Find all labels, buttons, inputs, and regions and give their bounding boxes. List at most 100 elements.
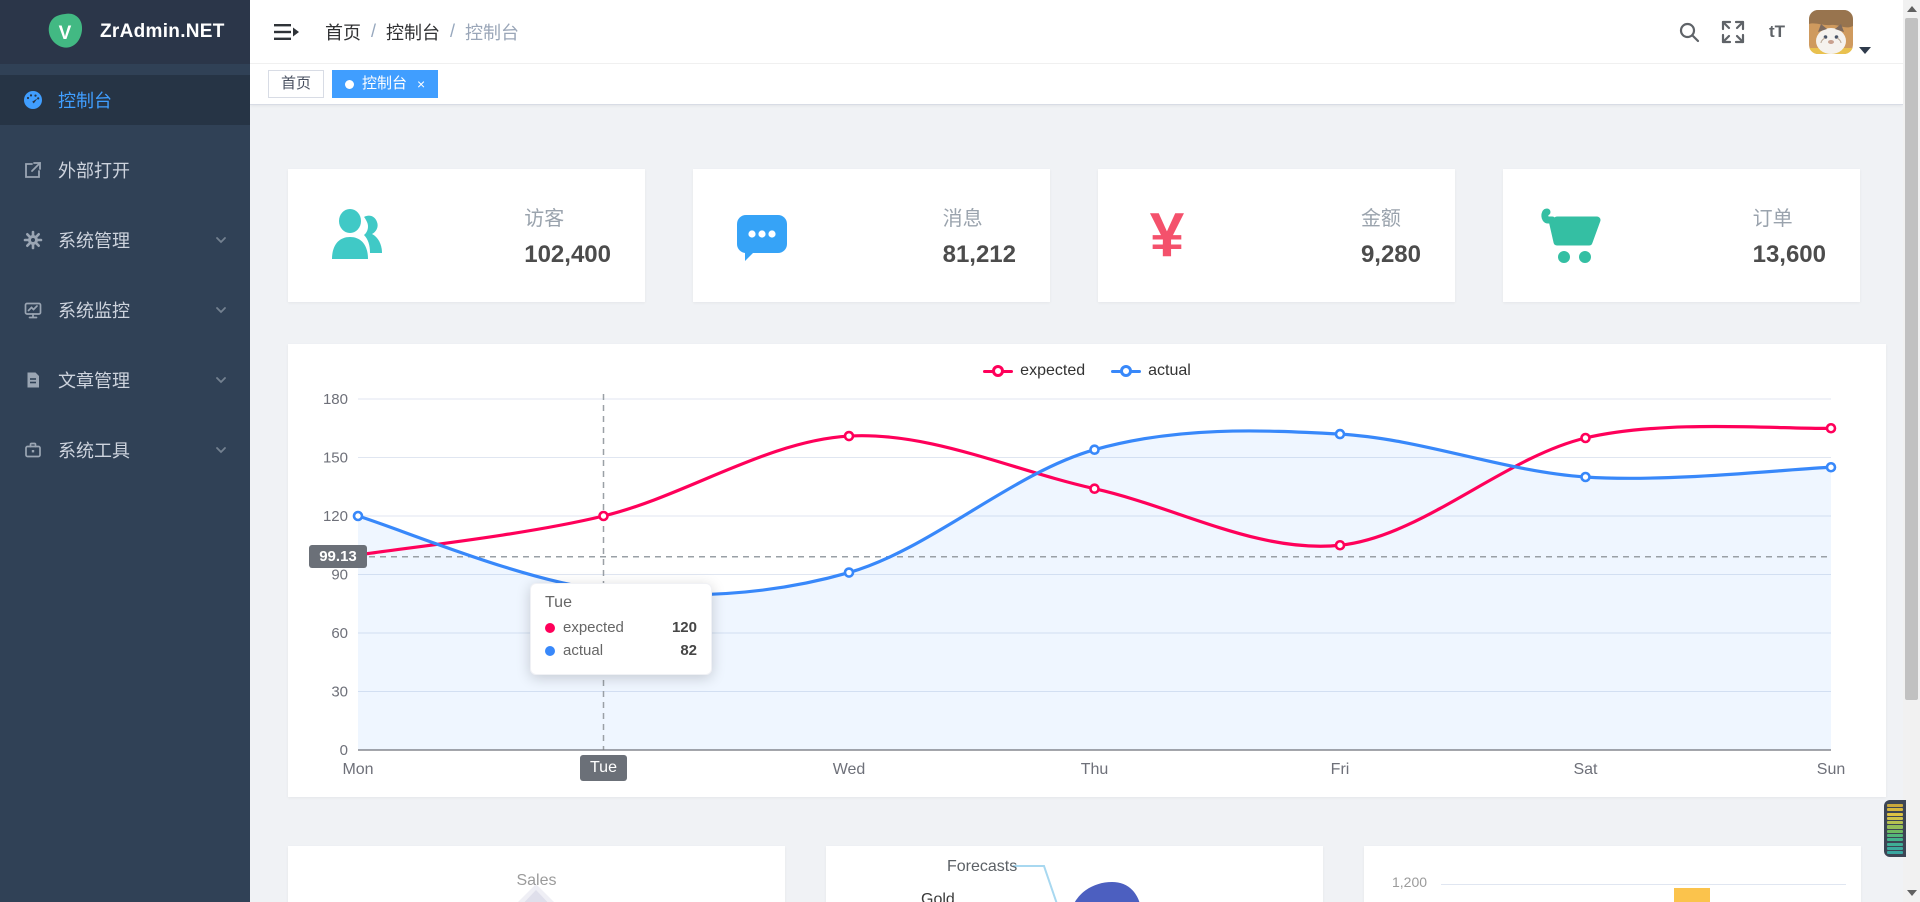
y-axis-pointer-badge: 99.13 <box>309 544 367 568</box>
search-icon[interactable] <box>1675 18 1703 46</box>
tab-console[interactable]: 控制台 × <box>332 70 439 98</box>
user-avatar[interactable] <box>1809 9 1871 54</box>
svg-text:Fri: Fri <box>1331 761 1350 778</box>
stat-text: 消息 81,212 <box>943 202 1016 269</box>
breadcrumb-current: 控制台 <box>465 22 520 43</box>
sidebar-item-article-admin[interactable]: 文章管理 <box>0 355 250 405</box>
top-header: 首页 / 控制台 / 控制台 tT <box>250 0 1903 64</box>
sidebar: V ZrAdmin.NET 控制台 <box>0 0 250 902</box>
stat-text: 访客 102,400 <box>524 202 611 269</box>
stat-cards-row: 访客 102,400 消息 81,212 <box>288 169 1903 302</box>
breadcrumb-console[interactable]: 控制台 <box>386 22 441 43</box>
radar-chart <box>518 884 554 902</box>
sidebar-item-label: 文章管理 <box>58 371 130 391</box>
gear-icon <box>22 229 44 251</box>
breadcrumb-separator: / <box>371 21 377 41</box>
sidebar-item-label: 系统管理 <box>58 231 130 251</box>
stat-card-orders[interactable]: 订单 13,600 <box>1503 169 1860 302</box>
sidebar-item-system-monitor[interactable]: 系统监控 <box>0 285 250 335</box>
sidebar-menu: 控制台 外部打开 <box>0 64 250 475</box>
sidebar-item-system-tools[interactable]: 系统工具 <box>0 425 250 475</box>
stat-label: 消息 <box>942 208 983 230</box>
svg-text:60: 60 <box>331 625 348 642</box>
line-chart-card: expected actual 0 30 60 90 120 150 180 Mon Tue We… <box>288 344 1886 797</box>
tab-label: 控制台 <box>362 75 408 92</box>
svg-text:0: 0 <box>340 742 348 759</box>
bar-gridline <box>1441 884 1846 885</box>
people-icon <box>325 204 389 268</box>
stat-card-amount[interactable]: ¥ 金额 9,280 <box>1098 169 1455 302</box>
chart-legend: expected actual <box>288 362 1886 380</box>
fullscreen-icon[interactable] <box>1719 18 1747 46</box>
logo-bar[interactable]: V ZrAdmin.NET <box>0 0 250 64</box>
font-size-icon[interactable]: tT <box>1768 21 1786 41</box>
sidebar-item-label: 控制台 <box>58 91 112 111</box>
stat-card-visitors[interactable]: 访客 102,400 <box>288 169 645 302</box>
stat-value: 102,400 <box>524 241 611 268</box>
collapse-sidebar-icon[interactable] <box>273 22 299 42</box>
radar-chart-card[interactable]: Sales <box>288 846 785 902</box>
bar-chart-card[interactable]: 1,200 <box>1364 846 1861 902</box>
sidebar-item-label: 系统工具 <box>58 441 130 461</box>
chart-tooltip: Tue expected 120 actual 82 <box>530 583 712 675</box>
sidebar-item-system-admin[interactable]: 系统管理 <box>0 215 250 265</box>
tab-close-icon[interactable]: × <box>417 76 426 92</box>
tooltip-row: actual 82 <box>545 642 697 659</box>
scrollbar-up-arrow[interactable] <box>1907 6 1917 12</box>
page-scrollbar[interactable] <box>1903 0 1920 902</box>
logo-text: ZrAdmin.NET <box>100 21 225 42</box>
active-tab-dot <box>345 79 355 89</box>
pie-chart-card[interactable]: Forecasts Gold <box>826 846 1323 902</box>
tab-home[interactable]: 首页 <box>268 70 325 98</box>
legend-item-expected[interactable]: expected <box>983 362 1085 380</box>
sidebar-item-label: 系统监控 <box>58 301 130 321</box>
stat-label: 订单 <box>1752 208 1793 230</box>
sidebar-item-external[interactable]: 外部打开 <box>0 145 250 195</box>
toolbox-icon <box>22 439 44 461</box>
svg-text:Sat: Sat <box>1573 761 1598 778</box>
scrollbar-down-arrow[interactable] <box>1907 890 1917 896</box>
pie-chart <box>1013 865 1140 902</box>
legend-item-actual[interactable]: actual <box>1111 362 1191 380</box>
stat-card-messages[interactable]: 消息 81,212 <box>693 169 1050 302</box>
pie-slice-label: Forecasts <box>947 858 1018 875</box>
document-icon <box>22 369 44 391</box>
svg-text:180: 180 <box>323 391 348 408</box>
caret-down-icon[interactable] <box>1859 46 1871 54</box>
scrollbar-thumb[interactable] <box>1905 18 1918 700</box>
radar-indicator-label: Sales <box>516 872 557 889</box>
svg-text:30: 30 <box>331 684 348 701</box>
chevron-down-icon <box>216 307 226 314</box>
external-link-icon <box>22 159 44 181</box>
svg-text:Sun: Sun <box>1817 761 1845 778</box>
breadcrumb-separator: / <box>450 21 456 41</box>
legend-marker <box>1111 365 1142 377</box>
sidebar-item-label: 外部打开 <box>58 161 130 181</box>
dashboard-icon <box>22 89 44 111</box>
chevron-down-icon <box>216 447 226 454</box>
bar-axis-tick-label: 1,200 <box>1392 874 1428 890</box>
tooltip-title: Tue <box>545 594 572 611</box>
x-axis-pointer-badge: Tue <box>580 755 627 781</box>
svg-text:120: 120 <box>323 508 348 525</box>
tooltip-series-name: expected <box>563 619 624 636</box>
cart-icon <box>1540 204 1604 268</box>
floating-color-widget[interactable] <box>1884 800 1906 857</box>
stat-value: 81,212 <box>942 241 1016 268</box>
logo-letter: V <box>59 23 72 44</box>
chevron-down-icon <box>216 237 226 244</box>
tab-label: 首页 <box>281 75 312 92</box>
sidebar-item-dashboard[interactable]: 控制台 <box>0 75 250 125</box>
pie-slice-label: Gold <box>921 891 955 902</box>
tooltip-series-value: 120 <box>671 619 697 636</box>
svg-text:Mon: Mon <box>342 761 373 778</box>
svg-text:Thu: Thu <box>1081 761 1109 778</box>
stat-label: 金额 <box>1360 208 1401 230</box>
money-icon: ¥ <box>1149 200 1185 270</box>
logo-icon: V <box>44 11 86 53</box>
svg-text:90: 90 <box>331 567 348 584</box>
line-chart[interactable]: 0 30 60 90 120 150 180 Mon Tue Wed Thu Fri Sat Sun <box>288 344 1886 797</box>
stat-text: 订单 13,600 <box>1753 202 1826 269</box>
breadcrumb-home[interactable]: 首页 <box>325 22 361 43</box>
